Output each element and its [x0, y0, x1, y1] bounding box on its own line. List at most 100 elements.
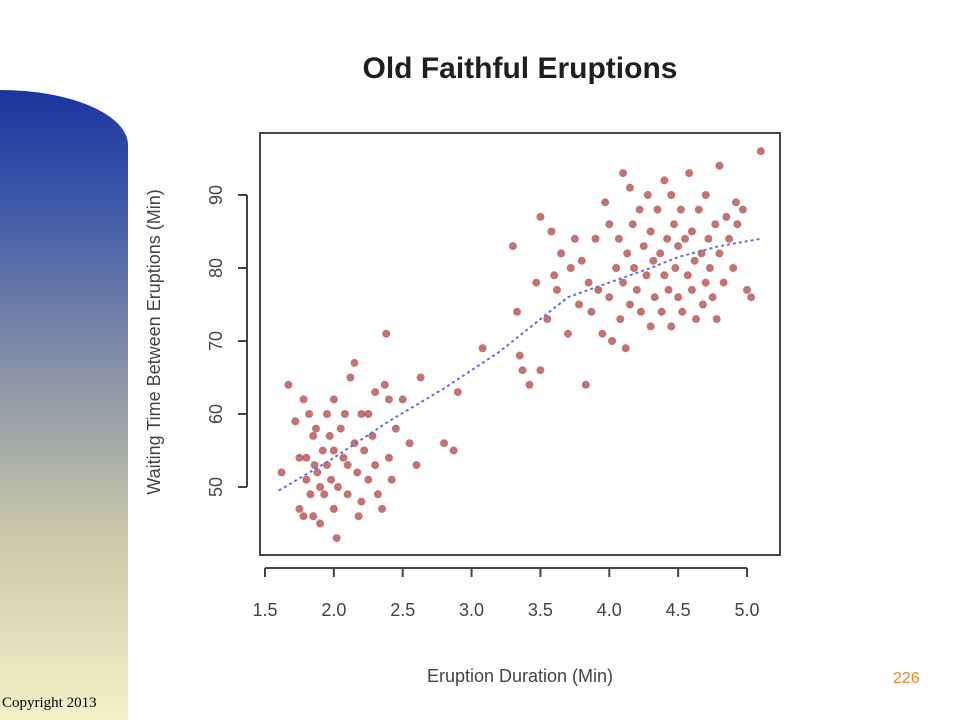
data-point [305, 410, 314, 418]
data-point [650, 293, 659, 302]
data-point [653, 205, 662, 214]
data-point [302, 453, 311, 462]
x-tick-label: 4.0 [597, 600, 622, 620]
data-point [309, 431, 318, 440]
data-point [350, 358, 359, 367]
data-point [670, 220, 679, 229]
data-point [449, 446, 458, 455]
data-point [284, 380, 293, 389]
x-axis-label: Eruption Duration (Min) [427, 666, 613, 686]
data-point [357, 497, 366, 506]
data-point [642, 271, 651, 280]
data-point [291, 417, 300, 426]
data-point [605, 220, 614, 229]
data-point [513, 307, 522, 316]
y-tick-label: 60 [206, 404, 226, 424]
data-point [316, 519, 325, 528]
data-point [625, 183, 634, 192]
data-point [704, 234, 713, 243]
data-point [581, 380, 590, 389]
data-point [550, 271, 559, 280]
data-point [643, 191, 652, 199]
data-point [619, 169, 628, 178]
data-point [715, 249, 724, 258]
data-point [518, 366, 527, 375]
data-point [384, 453, 393, 462]
data-point [380, 380, 389, 389]
data-point [339, 453, 348, 462]
data-point [674, 242, 683, 251]
data-point [667, 322, 676, 331]
data-point [660, 271, 669, 280]
x-tick-label: 3.5 [528, 600, 553, 620]
data-point [608, 337, 617, 345]
copyright-text: Copyright 2013 [2, 695, 97, 711]
data-point [630, 264, 639, 272]
data-point [701, 191, 710, 199]
data-point [318, 446, 327, 455]
data-point [570, 234, 579, 243]
data-point [687, 285, 696, 294]
data-point [690, 256, 699, 265]
data-point [306, 490, 315, 499]
data-point [574, 300, 583, 309]
data-point [299, 512, 308, 521]
data-point [725, 234, 734, 243]
data-point [343, 490, 352, 499]
data-point [743, 285, 751, 294]
data-point [316, 483, 325, 491]
data-point [354, 512, 363, 521]
data-point [616, 315, 625, 324]
data-point [683, 271, 692, 280]
data-point [635, 205, 644, 214]
data-point [715, 161, 724, 170]
data-point [515, 351, 524, 360]
data-point [731, 198, 740, 207]
x-tick-label: 3.0 [459, 600, 484, 620]
data-point [664, 285, 673, 294]
data-point [398, 395, 407, 404]
data-point [329, 395, 338, 404]
data-point [536, 212, 545, 221]
data-point [299, 395, 308, 404]
data-point [738, 205, 747, 214]
plot-frame [259, 132, 781, 556]
data-point [587, 307, 596, 316]
data-point [368, 431, 377, 440]
data-point [687, 227, 696, 236]
y-tick-label: 90 [206, 185, 226, 205]
y-tick-label: 70 [206, 331, 226, 351]
x-tick-label: 4.5 [666, 600, 691, 620]
data-point [678, 307, 687, 316]
data-point [566, 264, 575, 272]
data-point [360, 446, 369, 455]
data-point [563, 329, 572, 338]
data-point [412, 461, 421, 470]
data-point [295, 504, 304, 513]
data-point [322, 410, 331, 418]
data-point [685, 169, 694, 178]
data-point [605, 293, 614, 302]
data-point [733, 220, 742, 229]
data-point [625, 300, 634, 309]
data-point [681, 234, 690, 243]
data-point [277, 468, 286, 477]
page-number: 226 [893, 670, 920, 687]
data-point [557, 249, 566, 258]
data-point [676, 205, 685, 214]
data-point [440, 439, 449, 448]
data-point [357, 410, 366, 418]
data-point [340, 410, 349, 418]
data-point [584, 278, 593, 287]
data-point [387, 475, 396, 484]
data-point [646, 322, 655, 331]
data-point [747, 293, 756, 302]
data-point [325, 431, 334, 440]
data-point [663, 234, 672, 243]
data-point [332, 534, 341, 543]
data-point [405, 439, 414, 448]
data-point [373, 490, 382, 499]
data-point [698, 300, 707, 309]
data-point [378, 504, 387, 513]
data-point [416, 373, 425, 382]
